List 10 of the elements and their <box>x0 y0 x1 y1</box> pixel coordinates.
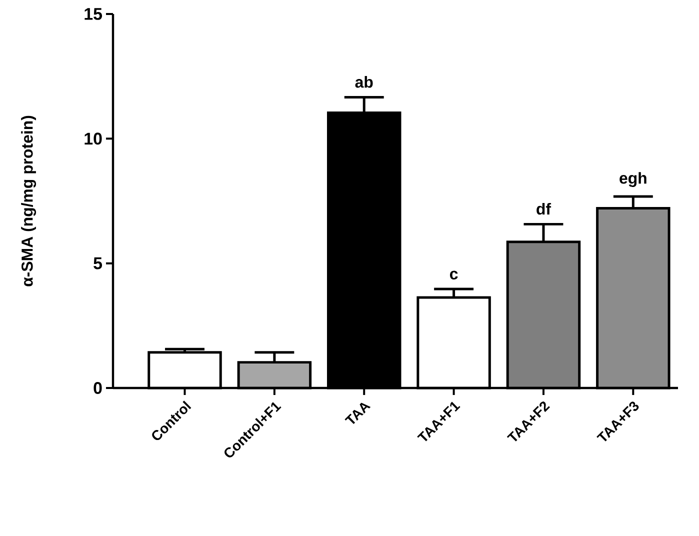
annotation: ab <box>355 76 373 88</box>
x-tick-label: TAA <box>344 402 371 424</box>
y-tick-label: 15 <box>84 8 102 20</box>
annotation: egh <box>620 172 646 187</box>
annotation: c <box>450 270 458 280</box>
y-tick-label: 10 <box>84 132 102 145</box>
y-tick-label: 0 <box>94 382 102 394</box>
annotation: df <box>536 202 552 215</box>
y-tick-label: 5 <box>94 257 102 270</box>
y-axis-title: α-SMA (ng/mg protein) <box>21 116 36 286</box>
